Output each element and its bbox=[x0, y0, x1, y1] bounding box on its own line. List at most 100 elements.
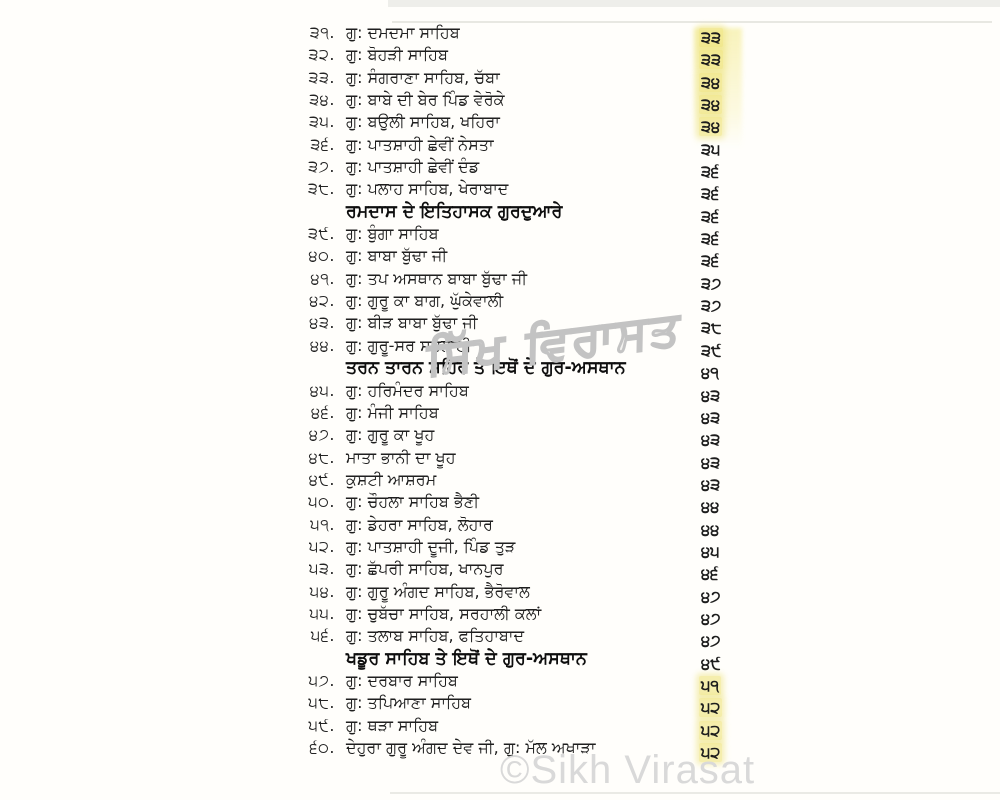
entry-title: ਗੁ: ਤਪਿਆਣਾ ਸਾਹਿਬ bbox=[346, 693, 472, 713]
toc-entry: ੪੬. ਗੁ: ਮੰਜੀ ਸਾਹਿਬ ੪੩ bbox=[293, 402, 747, 427]
entry-page-number: ੪੬ bbox=[701, 564, 719, 584]
toc-section-heading: ਖਡੂਰ ਸਾਹਿਬ ਤੇ ਇਥੋਂ ਦੇ ਗੁਰ-ਅਸਥਾਨ ੪੯ bbox=[293, 648, 747, 673]
entry-title: ਤਰਨ ਤਾਰਨ ਸ਼ਹਿਰ ਤੇ ਇਥੋਂ ਦੇ ਗੁਰ-ਅਸਥਾਨ bbox=[346, 358, 626, 379]
entry-page-number: ੩੭ bbox=[701, 273, 722, 293]
entry-page-number: ੩੭ bbox=[701, 296, 722, 316]
entry-serial-number: ੫੦. bbox=[308, 492, 335, 512]
toc-entry: ੪੪. ਗੁ: ਗੁਰੂ-ਸਰ ਸਤਲਾਣੀ ੩੯ bbox=[293, 335, 747, 360]
toc-section-heading: ਤਰਨ ਤਾਰਨ ਸ਼ਹਿਰ ਤੇ ਇਥੋਂ ਦੇ ਗੁਰ-ਅਸਥਾਨ ੪੧ bbox=[293, 358, 747, 383]
entry-serial-number: ੫੬. bbox=[310, 626, 335, 646]
toc-entry: ੩੨. ਗੁ: ਬੋਹੜੀ ਸਾਹਿਬ ੩੩ bbox=[293, 45, 747, 70]
entry-title: ਖਡੂਰ ਸਾਹਿਬ ਤੇ ਇਥੋਂ ਦੇ ਗੁਰ-ਅਸਥਾਨ bbox=[346, 648, 587, 669]
toc-list: ੩੧. ਗੁ: ਦਮਦਮਾ ਸਾਹਿਬ ੩੩ ੩੨. ਗੁ: ਬੋਹੜੀ ਸਾਹ… bbox=[293, 23, 747, 762]
entry-title: ਗੁ: ਮੰਜੀ ਸਾਹਿਬ bbox=[346, 402, 439, 422]
scan-edge-line-bottom bbox=[390, 792, 1000, 794]
entry-title: ਗੁ: ਬਾਬਾ ਬੁੱਢਾ ਜੀ bbox=[346, 246, 448, 266]
entry-page-number: ੩੬ bbox=[701, 184, 720, 204]
entry-page-number: ੪੯ bbox=[701, 653, 721, 673]
entry-page-number: ੩੬ bbox=[701, 162, 720, 182]
entry-serial-number: ੪੦. bbox=[308, 246, 335, 266]
toc-entry: ੪੭. ਗੁ: ਗੁਰੂ ਕਾ ਖੂਹ ੪੩ bbox=[293, 425, 747, 450]
entry-page-number: ੪੭ bbox=[701, 586, 721, 606]
entry-title: ਗੁ: ਤਪ ਅਸਥਾਨ ਬਾਬਾ ਬੁੱਢਾ ਜੀ bbox=[346, 268, 528, 288]
entry-page-number: ੪੩ bbox=[701, 430, 721, 450]
toc-entry: ੫੮. ਗੁ: ਤਪਿਆਣਾ ਸਾਹਿਬ ੫੨ bbox=[293, 693, 747, 718]
entry-page-number: ੩੩ bbox=[699, 28, 723, 47]
entry-title: ਗੁ: ਡੇਹਰਾ ਸਾਹਿਬ, ਲੋਹਾਰ bbox=[346, 514, 493, 534]
scan-edge-line-top bbox=[392, 21, 992, 23]
entry-serial-number: ੫੮. bbox=[308, 693, 335, 713]
toc-entry: ੪੯. ਕੁਸ਼ਟੀ ਆਸ਼ਰਮ ੪੩ bbox=[293, 469, 747, 494]
entry-serial-number: ੪੮. bbox=[308, 447, 335, 467]
entry-serial-number: ੩੫. bbox=[309, 112, 335, 132]
toc-entry: ੫੫. ਗੁ: ਚੁਬੱਚਾ ਸਾਹਿਬ, ਸਰਹਾਲੀ ਕਲਾਂ ੪੭ bbox=[293, 603, 747, 628]
entry-serial-number: ੩੮. bbox=[307, 179, 335, 199]
entry-title: ਗੁ: ਬੀੜ ਬਾਬਾ ਬੁੱਢਾ ਜੀ bbox=[346, 313, 478, 333]
toc-entry: ੩੩. ਗੁ: ਸੰਗਰਾਣਾ ਸਾਹਿਬ, ਚੱਬਾ ੩੪ bbox=[293, 67, 747, 92]
entry-serial-number: ੩੭. bbox=[308, 157, 335, 177]
entry-page-number: ੫੧ bbox=[699, 675, 722, 695]
entry-serial-number: ੫੨. bbox=[309, 536, 335, 556]
entry-page-number: ੩੪ bbox=[699, 117, 723, 137]
toc-entry: ੫੩. ਗੁ: ਛੱਪਰੀ ਸਾਹਿਬ, ਖਾਨਪੁਰ ੪੬ bbox=[293, 559, 747, 584]
entry-title: ਗੁ: ਪਾਤਸ਼ਾਹੀ ਦੂਜੀ, ਪਿੰਡ ਤੁੜ bbox=[346, 536, 516, 556]
entry-serial-number: ੫੧. bbox=[310, 514, 335, 534]
entry-title: ਗੁ: ਬਉਲੀ ਸਾਹਿਬ, ਖਹਿਰਾ bbox=[346, 112, 500, 132]
toc-entry: ੬੦. ਦੇਹੁਰਾ ਗੁਰੂ ਅੰਗਦ ਦੇਵ ਜੀ, ਗੁ: ਮੱਲ ਅਖਾ… bbox=[293, 738, 747, 762]
entry-page-number: ੪੩ bbox=[701, 452, 721, 472]
entry-page-number: ੩੬ bbox=[701, 251, 720, 271]
entry-page-number: ੩੬ bbox=[701, 206, 720, 226]
toc-entry: ੪੨. ਗੁ: ਗੁਰੂ ਕਾ ਬਾਗ, ਘੁੱਕੇਵਾਲੀ ੩੭ bbox=[293, 291, 747, 316]
entry-title: ਗੁ: ਗੁਰੂ ਅੰਗਦ ਸਾਹਿਬ, ਭੈਰੋਵਾਲ bbox=[346, 581, 530, 601]
entry-title: ਗੁ: ਚੌਹਲਾ ਸਾਹਿਬ ਭੈਣੀ bbox=[346, 492, 480, 512]
entry-title: ਗੁ: ਗੁਰੂ ਕਾ ਬਾਗ, ਘੁੱਕੇਵਾਲੀ bbox=[346, 291, 504, 311]
entry-title: ਗੁ: ਪਾਤਸ਼ਾਹੀ ਛੇਵੀਂ ਨੇਸਤਾ bbox=[346, 134, 494, 154]
entry-page-number: ੩੫ bbox=[701, 139, 721, 159]
toc-entry: ੫੨. ਗੁ: ਪਾਤਸ਼ਾਹੀ ਦੂਜੀ, ਪਿੰਡ ਤੁੜ ੪੫ bbox=[293, 536, 747, 561]
entry-serial-number: ੫੭. bbox=[308, 670, 335, 690]
entry-title: ਗੁ: ਦਰਬਾਰ ਸਾਹਿਬ bbox=[346, 670, 458, 690]
toc-entry: ੩੭. ਗੁ: ਪਾਤਸ਼ਾਹੀ ਛੇਵੀਂ ਦੰਡ ੩੬ bbox=[293, 157, 747, 182]
entry-serial-number: ੪੪. bbox=[309, 335, 335, 355]
entry-serial-number: ੫੫. bbox=[309, 603, 335, 623]
entry-page-number: ੪੧ bbox=[701, 363, 719, 383]
entry-title: ਮਾਤਾ ਭਾਨੀ ਦਾ ਖੂਹ bbox=[346, 447, 456, 467]
toc-entry: ੩੬. ਗੁ: ਪਾਤਸ਼ਾਹੀ ਛੇਵੀਂ ਨੇਸਤਾ ੩੫ bbox=[293, 134, 747, 159]
entry-title: ਗੁ: ਸੰਗਰਾਣਾ ਸਾਹਿਬ, ਚੱਬਾ bbox=[346, 67, 500, 87]
entry-title: ਦੇਹੁਰਾ ਗੁਰੂ ਅੰਗਦ ਦੇਵ ਜੀ, ਗੁ: ਮੱਲ ਅਖਾੜਾ bbox=[346, 738, 596, 757]
entry-serial-number: ੪੯. bbox=[308, 469, 335, 489]
entry-serial-number: ੪੬. bbox=[311, 402, 335, 422]
toc-entry: ੫੯. ਗੁ: ਥੜਾ ਸਾਹਿਬ ੫੨ bbox=[293, 715, 747, 740]
entry-serial-number: ੩੯. bbox=[307, 224, 335, 244]
entry-title: ਗੁ: ਚੁਬੱਚਾ ਸਾਹਿਬ, ਸਰਹਾਲੀ ਕਲਾਂ bbox=[346, 603, 542, 623]
entry-page-number: ੪੫ bbox=[701, 541, 720, 561]
entry-serial-number: ੩੪. bbox=[309, 90, 335, 110]
entry-page-number: ੪੪ bbox=[701, 519, 720, 539]
entry-title: ਗੁ: ਬੋਹੜੀ ਸਾਹਿਬ bbox=[346, 45, 448, 65]
entry-page-number: ੫੨ bbox=[699, 720, 723, 740]
entry-page-number: ੩੩ bbox=[699, 50, 723, 70]
entry-page-number: ੪੩ bbox=[701, 407, 721, 427]
entry-page-number: ੪੭ bbox=[701, 631, 721, 651]
entry-title: ਗੁ: ਤਲਾਬ ਸਾਹਿਬ, ਫਤਿਹਾਬਾਦ bbox=[346, 626, 525, 646]
entry-title: ਗੁ: ਗੁਰੂ ਕਾ ਖੂਹ bbox=[346, 425, 435, 445]
entry-serial-number: ੪੩. bbox=[309, 313, 335, 333]
toc-entry: ੪੧. ਗੁ: ਤਪ ਅਸਥਾਨ ਬਾਬਾ ਬੁੱਢਾ ਜੀ ੩੭ bbox=[293, 268, 747, 293]
entry-page-number: ੩੬ bbox=[701, 229, 720, 249]
entry-serial-number: ੫੯. bbox=[308, 715, 335, 735]
toc-entry: ੫੪. ਗੁ: ਗੁਰੂ ਅੰਗਦ ਸਾਹਿਬ, ਭੈਰੋਵਾਲ ੪੭ bbox=[293, 581, 747, 606]
entry-serial-number: ੪੫. bbox=[309, 380, 335, 400]
toc-entry: ੪੩. ਗੁ: ਬੀੜ ਬਾਬਾ ਬੁੱਢਾ ਜੀ ੩੮ bbox=[293, 313, 747, 337]
entry-page-number: ੩੪ bbox=[699, 95, 723, 115]
toc-entry: ੫੧. ਗੁ: ਡੇਹਰਾ ਸਾਹਿਬ, ਲੋਹਾਰ ੪੪ bbox=[293, 514, 747, 539]
toc-entry: ੩੫. ਗੁ: ਬਉਲੀ ਸਾਹਿਬ, ਖਹਿਰਾ ੩੪ bbox=[293, 112, 747, 137]
entry-serial-number: ੪੧. bbox=[310, 268, 335, 288]
toc-entry: ੫੦. ਗੁ: ਚੌਹਲਾ ਸਾਹਿਬ ਭੈਣੀ ੪੪ bbox=[293, 492, 747, 516]
entry-page-number: ੪੩ bbox=[701, 385, 721, 405]
entry-title: ਗੁ: ਬੁੰਗਾ ਸਾਹਿਬ bbox=[346, 224, 439, 244]
entry-serial-number: ੩੧. bbox=[309, 23, 335, 42]
entry-title: ਗੁ: ਥੜਾ ਸਾਹਿਬ bbox=[346, 715, 439, 735]
entry-page-number: ੩੪ bbox=[699, 72, 723, 92]
entry-serial-number: ੫੩. bbox=[309, 559, 335, 579]
